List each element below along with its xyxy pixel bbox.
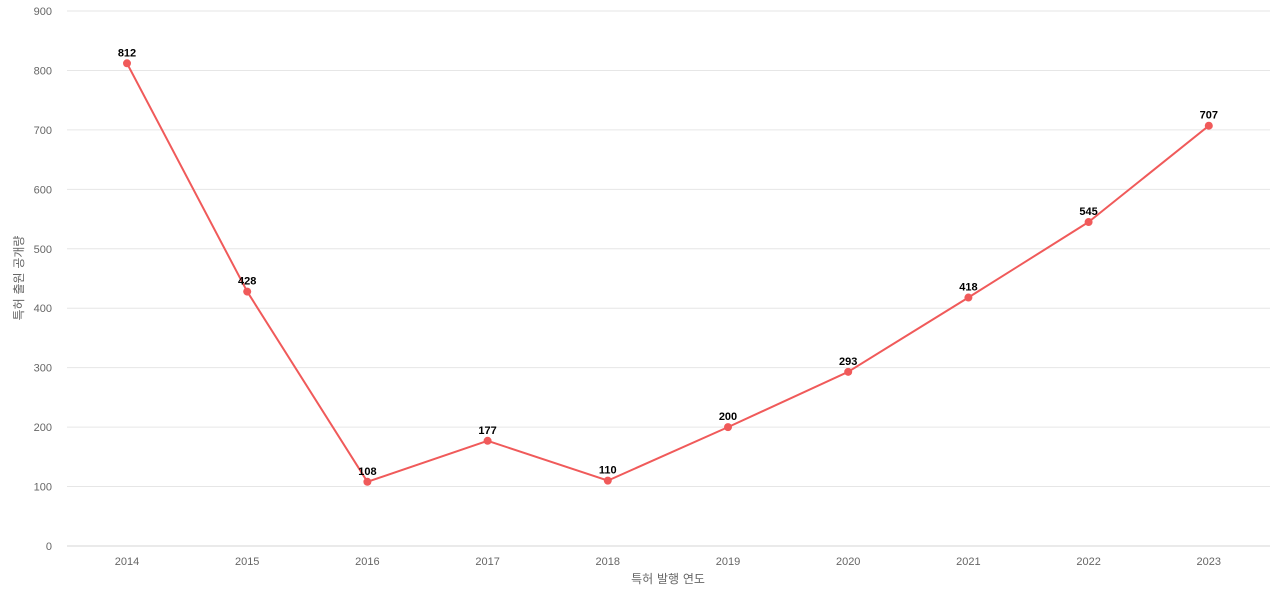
data-label: 293: [839, 356, 857, 368]
gridlines: [67, 10, 1270, 547]
y-tick-label: 500: [34, 244, 52, 256]
data-point[interactable]: [1084, 218, 1093, 227]
data-label: 428: [238, 276, 256, 288]
y-axis-ticks: 0 100 200 300 400 500 600 700 800 900: [34, 6, 52, 553]
x-tick-label: 2015: [235, 556, 259, 568]
data-label: 200: [719, 411, 737, 423]
data-label: 177: [478, 425, 496, 437]
data-label: 108: [358, 466, 376, 478]
x-tick-label: 2017: [475, 556, 499, 568]
x-axis-title: 특허 발행 연도: [631, 571, 705, 586]
data-labels: 812 428 108 177 110 200 293 418 545 707: [118, 47, 1218, 477]
x-tick-label: 2016: [355, 556, 379, 568]
data-point[interactable]: [964, 293, 973, 302]
data-label: 418: [959, 282, 977, 294]
data-label: 812: [118, 47, 136, 59]
y-tick-label: 900: [34, 6, 52, 18]
data-point[interactable]: [363, 477, 372, 486]
data-label: 110: [599, 465, 617, 477]
data-label: 707: [1200, 110, 1218, 122]
y-tick-label: 300: [34, 363, 52, 375]
y-tick-label: 100: [34, 482, 52, 494]
y-axis-title: 특허 출원 공개량: [12, 236, 26, 321]
data-point[interactable]: [724, 423, 732, 432]
y-tick-label: 400: [34, 303, 52, 315]
data-point[interactable]: [603, 476, 612, 485]
series-line: [126, 62, 1210, 483]
y-tick-label: 600: [34, 184, 52, 196]
x-tick-label: 2022: [1076, 556, 1100, 568]
data-point[interactable]: [243, 287, 252, 296]
data-label: 545: [1079, 206, 1097, 218]
x-tick-label: 2020: [836, 556, 860, 568]
x-tick-label: 2014: [115, 556, 139, 568]
x-tick-label: 2021: [956, 556, 980, 568]
x-tick-label: 2018: [596, 556, 620, 568]
x-tick-label: 2019: [716, 556, 740, 568]
y-tick-label: 800: [34, 65, 52, 77]
data-point[interactable]: [483, 436, 492, 445]
data-point[interactable]: [1204, 121, 1213, 130]
data-point[interactable]: [844, 367, 853, 376]
y-tick-label: 200: [34, 422, 52, 434]
series-group: [123, 59, 1213, 486]
y-tick-label: 700: [34, 125, 52, 137]
x-tick-label: 2023: [1197, 556, 1221, 568]
x-axis-ticks: 2014 2015 2016 2017 2018 2019 2020 2021 2022 2023: [115, 556, 1221, 568]
data-point[interactable]: [123, 59, 131, 68]
y-tick-label: 0: [46, 541, 52, 553]
